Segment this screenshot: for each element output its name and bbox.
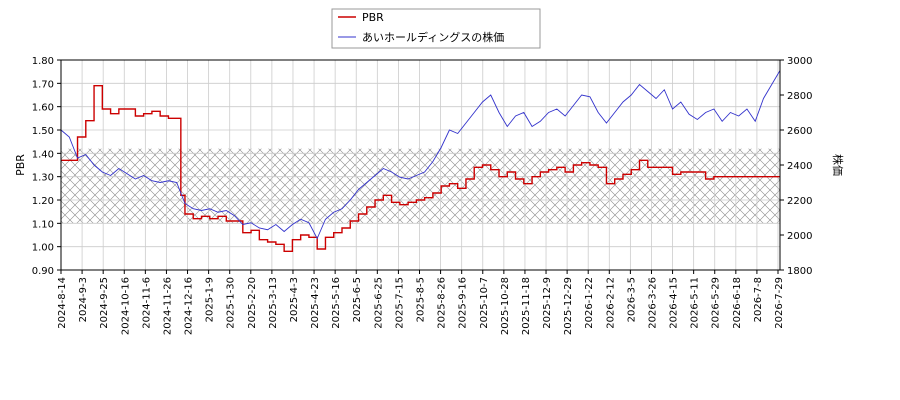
- pbr-line: [61, 84, 780, 253]
- x-tick-label: 2025-4-3: [289, 277, 300, 322]
- x-tick-label: 2025-3-13: [268, 277, 279, 329]
- right-tick-label: 2600: [787, 126, 812, 137]
- x-tick-label: 2024-12-16: [184, 277, 195, 335]
- x-tick-label: 2025-6-25: [373, 277, 384, 329]
- left-tick-label: 1.30: [32, 173, 54, 184]
- right-tick-label: 2200: [787, 196, 812, 207]
- left-tick-label: 1.80: [32, 56, 54, 67]
- x-tick-label: 2024-9-3: [78, 277, 89, 322]
- right-tick-label: 2400: [787, 161, 812, 172]
- left-axis: 0.90 1.00 1.10 1.20 1.30 1.40 1.50 1.60 1.70 1.80: [32, 56, 61, 277]
- x-tick-label: 2026-5-29: [711, 277, 722, 329]
- right-tick-label: 2000: [787, 231, 812, 242]
- legend-box: [331, 8, 541, 49]
- left-tick-label: 1.50: [32, 126, 54, 137]
- right-tick-label: 1800: [787, 266, 812, 277]
- x-tick-label: 2026-7-29: [774, 277, 785, 329]
- left-tick-label: 1.70: [32, 79, 54, 90]
- x-tick-label: 2025-12-9: [542, 277, 553, 329]
- x-tick-label: 2026-6-18: [732, 277, 743, 329]
- x-tick-label: 2026-2-12: [605, 277, 616, 329]
- x-tick-label: 2024-10-16: [120, 277, 131, 335]
- x-tick-label: 2026-4-15: [669, 277, 680, 329]
- x-tick-label: 2025-11-18: [521, 277, 532, 335]
- x-tick-label: 2025-2-20: [247, 277, 258, 329]
- x-tick-label: 2024-11-6: [141, 277, 152, 329]
- x-tick-label: 2025-9-16: [458, 277, 469, 329]
- x-tick-label: 2025-10-7: [479, 277, 490, 329]
- left-tick-label: 0.90: [32, 266, 54, 277]
- x-tick-label: 2026-3-26: [647, 277, 658, 329]
- price-line: [60, 70, 781, 240]
- legend: PBR あいホールディングスの株価: [331, 8, 541, 49]
- left-axis-label: PBR: [14, 154, 27, 176]
- pbr-range-band: [61, 148, 780, 224]
- x-tick-label: 2024-11-26: [162, 277, 173, 335]
- left-tick-label: 1.10: [32, 219, 54, 230]
- left-tick-label: 1.00: [32, 243, 54, 254]
- x-tick-label: 2025-8-5: [416, 277, 427, 322]
- x-tick-label: 2026-1-22: [584, 277, 595, 329]
- x-tick-label: 2025-7-15: [394, 277, 405, 329]
- x-tick-label: 2026-7-8: [753, 277, 764, 322]
- x-tick-label: 2025-8-26: [437, 277, 448, 329]
- x-tick-label: 2026-3-5: [626, 277, 637, 322]
- legend-label-price: あいホールディングスの株価: [362, 30, 504, 44]
- left-tick-label: 1.20: [32, 196, 54, 207]
- x-tick-label: 2024-9-25: [99, 277, 110, 329]
- x-tick-label: 2025-1-30: [226, 277, 237, 329]
- x-tick-label: 2025-10-28: [500, 277, 511, 335]
- x-tick-label: 2025-4-23: [310, 277, 321, 329]
- right-tick-label: 2800: [787, 91, 812, 102]
- x-tick-label: 2025-6-5: [352, 277, 363, 322]
- left-tick-label: 1.60: [32, 103, 54, 114]
- series-lines: [60, 70, 781, 253]
- right-tick-label: 3000: [787, 56, 812, 67]
- x-axis: 2024-8-14 2024-9-3 2024-9-25 2024-10-16 2024…: [57, 270, 785, 335]
- x-tick-label: 2025-12-29: [563, 277, 574, 335]
- x-tick-label: 2024-8-14: [57, 277, 68, 329]
- right-axis: 1800 2000 2200 2400 2600 2800 3000: [780, 56, 812, 277]
- x-tick-label: 2026-5-11: [690, 277, 701, 329]
- left-tick-label: 1.40: [32, 149, 54, 160]
- legend-label-pbr: PBR: [362, 11, 384, 24]
- x-tick-label: 2025-5-16: [331, 277, 342, 329]
- right-axis-label: 株価: [831, 154, 845, 176]
- x-tick-label: 2025-1-9: [205, 277, 216, 322]
